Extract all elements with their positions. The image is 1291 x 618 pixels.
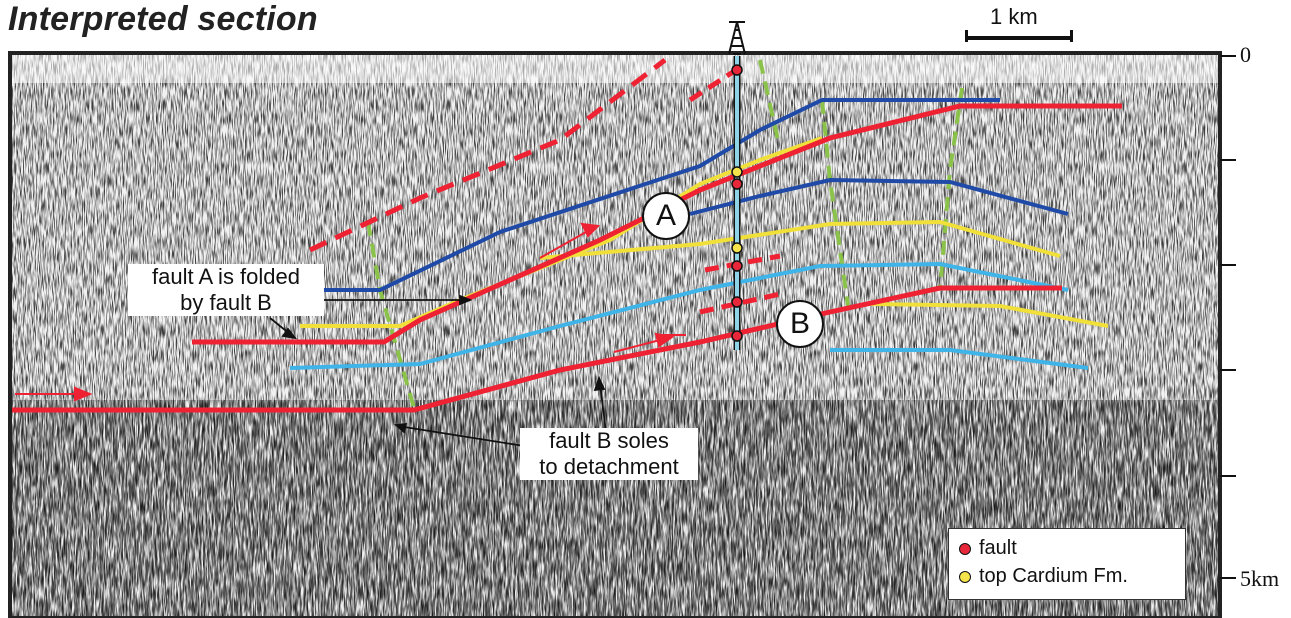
well-markers xyxy=(731,64,743,342)
fault-b xyxy=(12,285,1062,413)
fault-a-dashed xyxy=(308,58,667,253)
callout-fault-a-folded: fault A is folded by fault B xyxy=(128,264,324,316)
panel-frame xyxy=(8,51,1222,618)
callout-fault-b-soles-line1: fault B soles xyxy=(549,428,669,453)
depth-label-top: 0 xyxy=(1240,42,1251,67)
seismic-background xyxy=(10,53,1220,618)
scale-bar-label: 1 km xyxy=(990,4,1038,29)
drilling-rig-icon xyxy=(728,21,746,55)
callout-fault-a-folded-line1: fault A is folded xyxy=(152,264,300,289)
callout-leaders xyxy=(269,294,607,447)
light-blue-horizons xyxy=(289,261,1089,370)
callout-fault-b-soles-line2: to detachment xyxy=(539,454,679,479)
depth-label-bottom: 5km xyxy=(1240,566,1280,591)
callout-fault-b-soles: fault B soles to detachment xyxy=(520,428,698,480)
fault-b-label: B xyxy=(776,300,824,348)
legend-item-fault: fault xyxy=(959,537,1017,560)
fault-arrows xyxy=(15,222,686,402)
legend-fault-label: fault xyxy=(979,537,1017,559)
legend-top-cardium-label: top Cardium Fm. xyxy=(979,565,1128,587)
legend: fault top Cardium Fm. xyxy=(948,528,1186,600)
red-dot-icon xyxy=(959,542,971,555)
scale-bar xyxy=(965,30,1073,42)
legend-item-top-cardium: top Cardium Fm. xyxy=(959,565,1128,588)
yellow-dot-icon xyxy=(959,570,971,583)
section-title: Interpreted section xyxy=(8,0,318,38)
fault-a-label: A xyxy=(642,192,690,240)
callout-fault-a-folded-line2: by fault B xyxy=(180,290,272,315)
yellow-horizons xyxy=(300,136,1109,328)
depth-ticks xyxy=(1220,55,1236,579)
